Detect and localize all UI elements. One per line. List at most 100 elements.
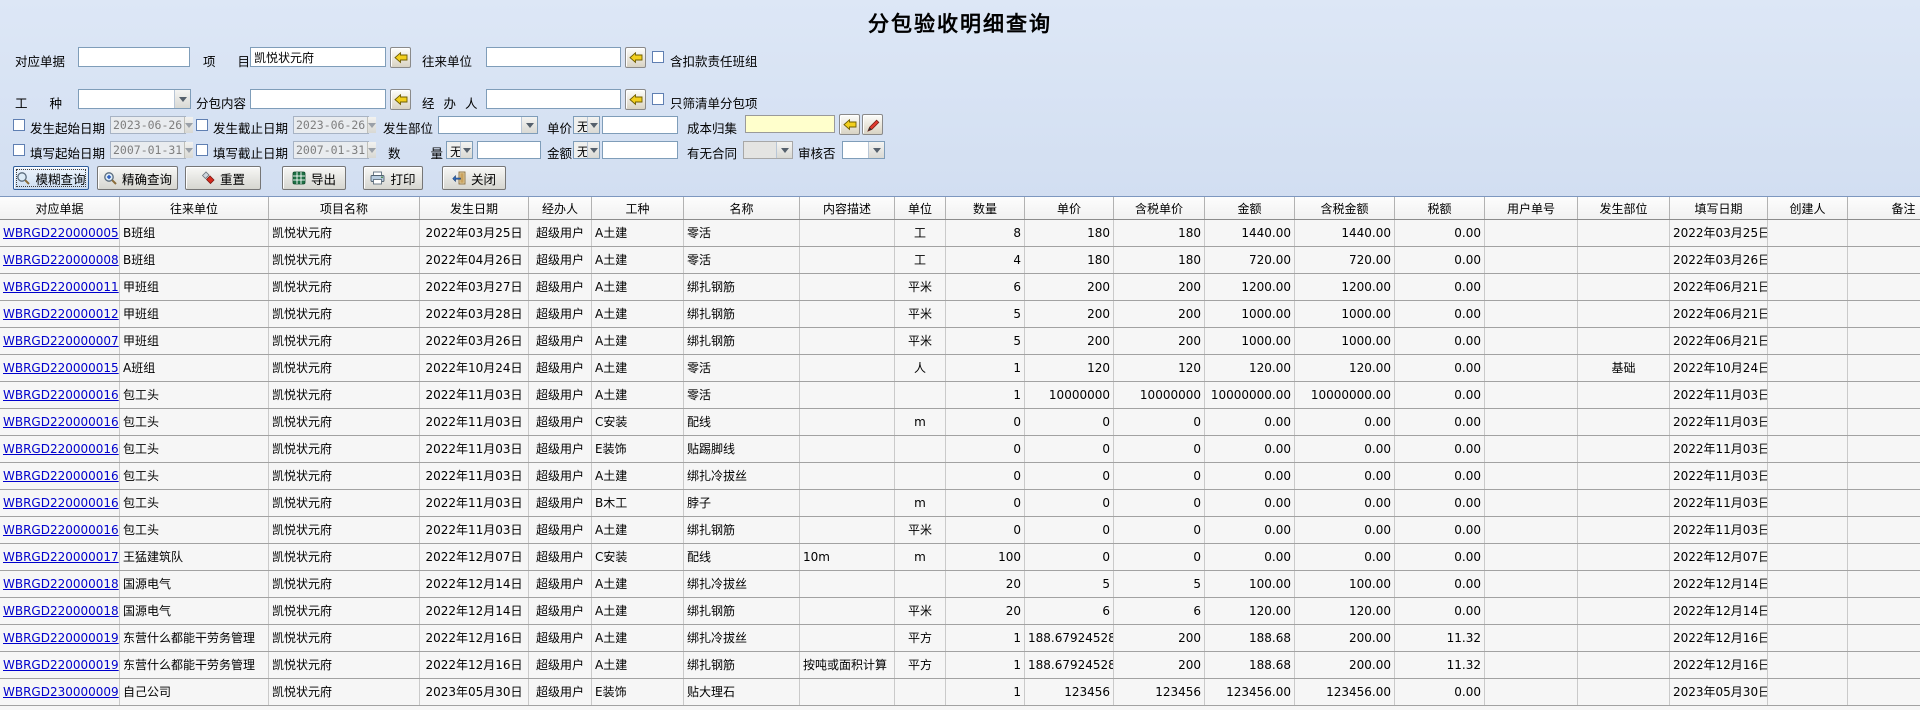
cell-occur_date: 2022年11月03日 [420, 490, 529, 516]
cell-doc[interactable]: WBRGD220000011 [0, 274, 120, 300]
subcontent-input[interactable] [250, 89, 386, 109]
cost-collect-picker-button[interactable] [839, 114, 860, 135]
cost-collect-input[interactable] [745, 115, 835, 133]
project-input[interactable] [250, 47, 386, 67]
print-button[interactable]: 打印 [363, 166, 423, 190]
column-header-doc[interactable]: 对应单据 [0, 197, 120, 219]
column-header-desc[interactable]: 内容描述 [800, 197, 895, 219]
cell-doc[interactable]: WBRGD220000019 [0, 652, 120, 678]
column-header-price_tax[interactable]: 含税单价 [1114, 197, 1205, 219]
doc-no-link[interactable]: WBRGD220000019 [3, 658, 119, 672]
column-header-remark[interactable]: 备注 [1848, 197, 1920, 219]
column-header-unit[interactable]: 单位 [895, 197, 946, 219]
cell-doc[interactable]: WBRGD220000008 [0, 247, 120, 273]
column-header-occur_date[interactable]: 发生日期 [420, 197, 529, 219]
cell-doc[interactable]: WBRGD230000009 [0, 679, 120, 705]
occur-end-checkbox[interactable] [196, 119, 208, 131]
column-header-creator[interactable]: 创建人 [1768, 197, 1848, 219]
column-header-name[interactable]: 名称 [684, 197, 800, 219]
write-end-checkbox[interactable] [196, 144, 208, 156]
doc-no-link[interactable]: WBRGD220000011 [3, 280, 119, 294]
doc-no-link[interactable]: WBRGD220000008 [3, 253, 119, 267]
doc-no-link[interactable]: WBRGD220000019 [3, 631, 119, 645]
column-header-worktype[interactable]: 工种 [592, 197, 684, 219]
cell-doc[interactable]: WBRGD220000016 [0, 490, 120, 516]
vendor-picker-button[interactable] [625, 47, 646, 68]
occur-start-checkbox[interactable] [13, 119, 25, 131]
unit-price-input[interactable] [602, 116, 678, 134]
doc-no-link[interactable]: WBRGD220000016 [3, 496, 119, 510]
doc-no-input[interactable] [78, 47, 190, 67]
only-list-items-checkbox[interactable] [652, 93, 664, 105]
cell-doc[interactable]: WBRGD220000005 [0, 220, 120, 246]
column-header-price[interactable]: 单价 [1025, 197, 1114, 219]
write-start-date-select[interactable]: 2007-01-31 [110, 141, 194, 159]
column-header-project[interactable]: 项目名称 [269, 197, 420, 219]
cell-doc[interactable]: WBRGD220000018 [0, 598, 120, 624]
worktype-select[interactable] [78, 89, 191, 109]
unit-price-op-select[interactable]: 无 [573, 116, 600, 134]
cell-project: 凯悦状元府 [269, 652, 420, 678]
cell-doc[interactable]: WBRGD220000016 [0, 382, 120, 408]
doc-no-link[interactable]: WBRGD220000007 [3, 334, 119, 348]
doc-no-link[interactable]: WBRGD230000009 [3, 685, 119, 699]
cell-doc[interactable]: WBRGD220000018 [0, 571, 120, 597]
column-header-tax[interactable]: 税额 [1395, 197, 1485, 219]
write-start-checkbox[interactable] [13, 144, 25, 156]
reset-button[interactable]: 重置 [185, 166, 261, 190]
amount-input[interactable] [602, 141, 678, 159]
cell-doc[interactable]: WBRGD220000012 [0, 301, 120, 327]
project-picker-button[interactable] [390, 47, 411, 68]
cell-amount_tax: 0.00 [1295, 436, 1395, 462]
has-contract-select[interactable] [743, 141, 793, 159]
doc-no-link[interactable]: WBRGD220000018 [3, 604, 119, 618]
occur-end-date-select[interactable]: 2023-06-26 [293, 116, 377, 134]
doc-no-link[interactable]: WBRGD220000016 [3, 469, 119, 483]
amount-op-select[interactable]: 无 [573, 141, 600, 159]
cell-doc[interactable]: WBRGD220000016 [0, 463, 120, 489]
quantity-op-select[interactable]: 无 [446, 141, 473, 159]
column-header-amount_tax[interactable]: 含税金额 [1295, 197, 1395, 219]
audited-select[interactable] [842, 141, 885, 159]
exact-search-button[interactable]: 精确查询 [97, 166, 178, 190]
subcontent-picker-button[interactable] [390, 89, 411, 110]
doc-no-link[interactable]: WBRGD220000016 [3, 415, 119, 429]
occur-part-select[interactable] [438, 116, 538, 134]
occur-start-date-select[interactable]: 2023-06-26 [110, 116, 194, 134]
cell-doc[interactable]: WBRGD220000017 [0, 544, 120, 570]
cell-doc[interactable]: WBRGD220000019 [0, 625, 120, 651]
doc-no-link[interactable]: WBRGD220000017 [3, 550, 119, 564]
cost-collect-clear-button[interactable] [862, 114, 883, 135]
doc-no-link[interactable]: WBRGD220000012 [3, 307, 119, 321]
column-header-handler[interactable]: 经办人 [529, 197, 592, 219]
export-button[interactable]: 导出 [282, 166, 346, 190]
quantity-input[interactable] [477, 141, 541, 159]
vendor-input[interactable] [486, 47, 621, 67]
column-header-qty[interactable]: 数量 [946, 197, 1025, 219]
doc-no-link[interactable]: WBRGD220000016 [3, 442, 119, 456]
cell-name: 绑扎钢筋 [684, 301, 800, 327]
cell-doc[interactable]: WBRGD220000015 [0, 355, 120, 381]
cell-doc[interactable]: WBRGD220000016 [0, 409, 120, 435]
doc-no-link[interactable]: WBRGD220000018 [3, 577, 119, 591]
handler-picker-button[interactable] [625, 89, 646, 110]
cell-write_date: 2022年11月03日 [1670, 436, 1768, 462]
doc-no-link[interactable]: WBRGD220000005 [3, 226, 119, 240]
column-header-vendor[interactable]: 往来单位 [120, 197, 269, 219]
handler-input[interactable] [486, 89, 621, 109]
column-header-write_date[interactable]: 填写日期 [1670, 197, 1768, 219]
cell-doc[interactable]: WBRGD220000007 [0, 328, 120, 354]
cell-doc[interactable]: WBRGD220000016 [0, 436, 120, 462]
column-header-user_no[interactable]: 用户单号 [1485, 197, 1578, 219]
column-header-amount[interactable]: 金额 [1205, 197, 1295, 219]
write-end-date-select[interactable]: 2007-01-31 [293, 141, 377, 159]
include-deduction-checkbox[interactable] [652, 51, 664, 63]
cell-part [1578, 382, 1670, 408]
fuzzy-search-button[interactable]: 模糊查询 [13, 166, 89, 190]
doc-no-link[interactable]: WBRGD220000016 [3, 523, 119, 537]
doc-no-link[interactable]: WBRGD220000015 [3, 361, 119, 375]
close-button[interactable]: 关闭 [442, 166, 506, 190]
column-header-part[interactable]: 发生部位 [1578, 197, 1670, 219]
doc-no-link[interactable]: WBRGD220000016 [3, 388, 119, 402]
cell-doc[interactable]: WBRGD220000016 [0, 517, 120, 543]
